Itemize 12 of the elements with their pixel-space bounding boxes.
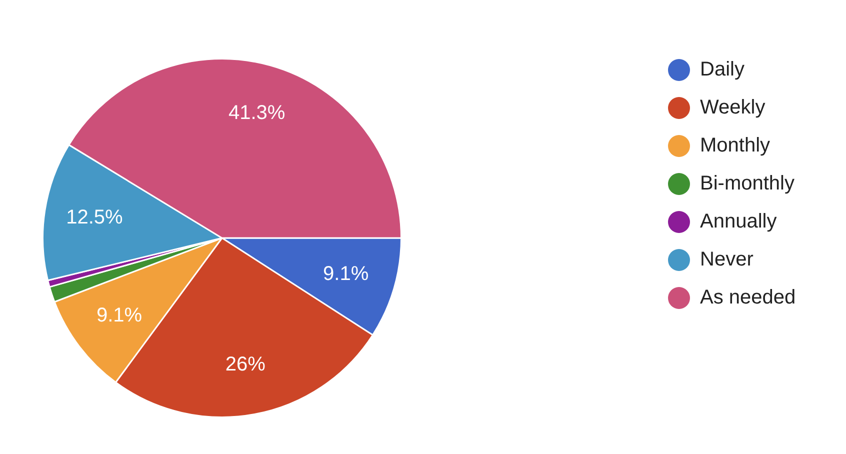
data-label: 12.5% bbox=[66, 206, 124, 229]
legend-label: Daily bbox=[700, 58, 744, 81]
data-label: 26% bbox=[225, 353, 266, 376]
legend-label: Weekly bbox=[700, 96, 766, 119]
legend-label: Monthly bbox=[700, 134, 770, 157]
data-label: 9.1% bbox=[323, 262, 369, 285]
data-label: 41.3% bbox=[228, 102, 286, 124]
data-label: 9.1% bbox=[96, 304, 142, 327]
legend-label: As needed bbox=[700, 286, 796, 309]
legend-label: Annually bbox=[700, 210, 777, 233]
legend-label: Bi-monthly bbox=[700, 172, 794, 195]
legend-label: Never bbox=[700, 248, 754, 271]
